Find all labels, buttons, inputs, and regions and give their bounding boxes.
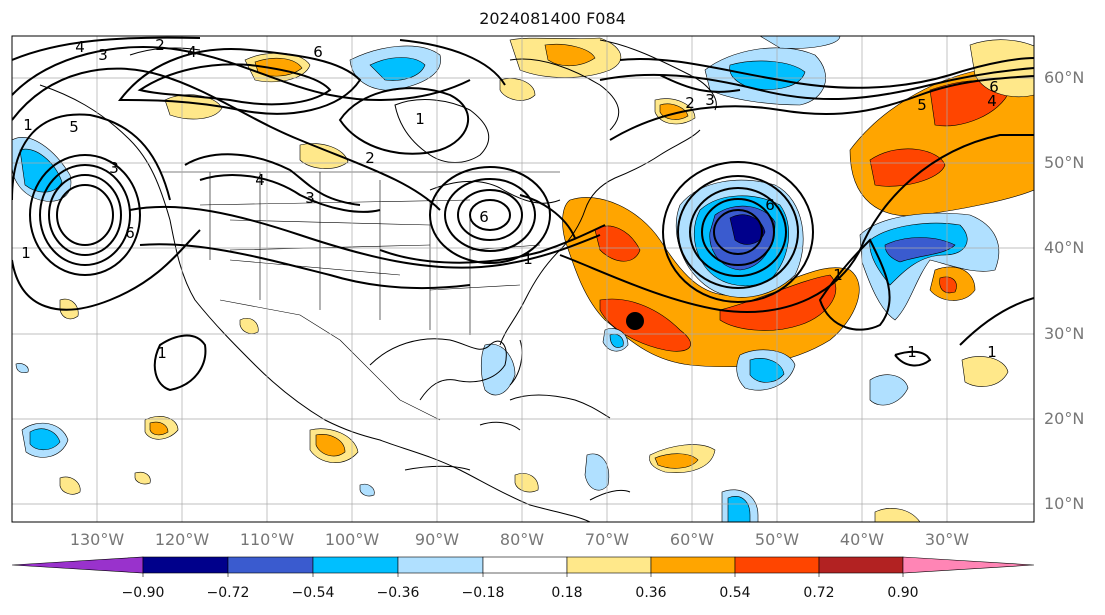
lat-label-20n: 20°N [1044,409,1085,428]
colorbar-tick-label: 0.18 [551,585,583,601]
contour-label: 3 [305,189,315,207]
contour-label: 3 [98,46,108,64]
lon-label-70w: 70°W [584,530,630,549]
contour-label: 1 [157,344,167,362]
colorbar [11,556,1035,577]
lon-label-30w: 30°W [924,530,970,549]
black-dot-marker [626,312,644,330]
contour-label: 2 [685,94,695,112]
contour-label: 1 [833,266,843,284]
colorbar-segment-3 [227,556,314,574]
contour-labels: 4 3 2 4 6 1 5 6 3 1 4 3 2 1 6 3 2 6 1 6 … [21,36,999,362]
colorbar-segment-8 [650,556,736,574]
coastlines [39,39,717,522]
lat-label-50n: 50°N [1044,153,1085,172]
map-frame [11,35,1035,523]
lat-label-60n: 60°N [1044,68,1085,87]
lon-label-120w: 120°W [154,530,210,549]
anomaly-shading [12,36,1034,522]
contour-label: 3 [109,159,119,177]
colorbar-tick-label: 0.36 [635,585,667,601]
colorbar-tick-label: −0.72 [206,585,250,601]
map-title: 2024081400 F084 [479,9,626,28]
graticule [12,36,1034,522]
colorbar-segment-1 [11,556,144,574]
colorbar-tick-label: −0.54 [291,585,335,601]
contour-label: 4 [187,43,197,61]
lon-label-80w: 80°W [499,530,545,549]
contour-label: 6 [125,224,135,242]
colorbar-tick-label: −0.18 [461,585,505,601]
contour-label: 2 [365,149,375,167]
colorbar-tick-label: −0.90 [121,585,165,601]
lon-label-100w: 100°W [324,530,380,549]
lon-label-50w: 50°W [754,530,800,549]
lon-label-130w: 130°W [69,530,125,549]
contour-label: 6 [989,78,999,96]
colorbar-segment-5 [397,556,484,574]
contour-label: 1 [415,110,425,128]
lon-label-110w: 110°W [239,530,295,549]
contour-label: 6 [765,196,775,214]
colorbar-segment-2 [142,556,229,574]
lon-label-40w: 40°W [839,530,885,549]
lon-label-90w: 90°W [414,530,460,549]
contour-label: 5 [69,118,79,136]
contour-label: 4 [255,171,265,189]
lat-label-10n: 10°N [1044,494,1085,513]
colorbar-segment-4 [312,556,399,574]
colorbar-segment-6 [482,556,568,574]
colorbar-tick-label: 0.90 [887,585,919,601]
lat-label-40n: 40°N [1044,238,1085,257]
contour-label: 1 [23,116,33,134]
contour-label: 4 [75,38,85,56]
contour-label: 6 [479,208,489,226]
colorbar-segment-10 [818,556,904,574]
lon-label-60w: 60°W [669,530,715,549]
colorbar-segment-9 [734,556,820,574]
contour-label: 6 [313,43,323,61]
contour-label: 1 [523,250,533,268]
contour-label: 1 [907,343,917,361]
colorbar-segment-7 [566,556,652,574]
lat-label-30n: 30°N [1044,324,1085,343]
contour-label: 1 [21,244,31,262]
contour-label: 1 [987,343,997,361]
colorbar-segment-11 [902,556,1035,574]
contour-label: 4 [987,92,997,110]
colorbar-tick-label: 0.72 [803,585,835,601]
contour-label: 2 [155,36,165,54]
height-contours [12,36,1034,392]
colorbar-tick-label: −0.36 [376,585,420,601]
contour-label: 5 [917,96,927,114]
colorbar-tick-label: 0.54 [719,585,751,601]
contour-label: 3 [705,91,715,109]
